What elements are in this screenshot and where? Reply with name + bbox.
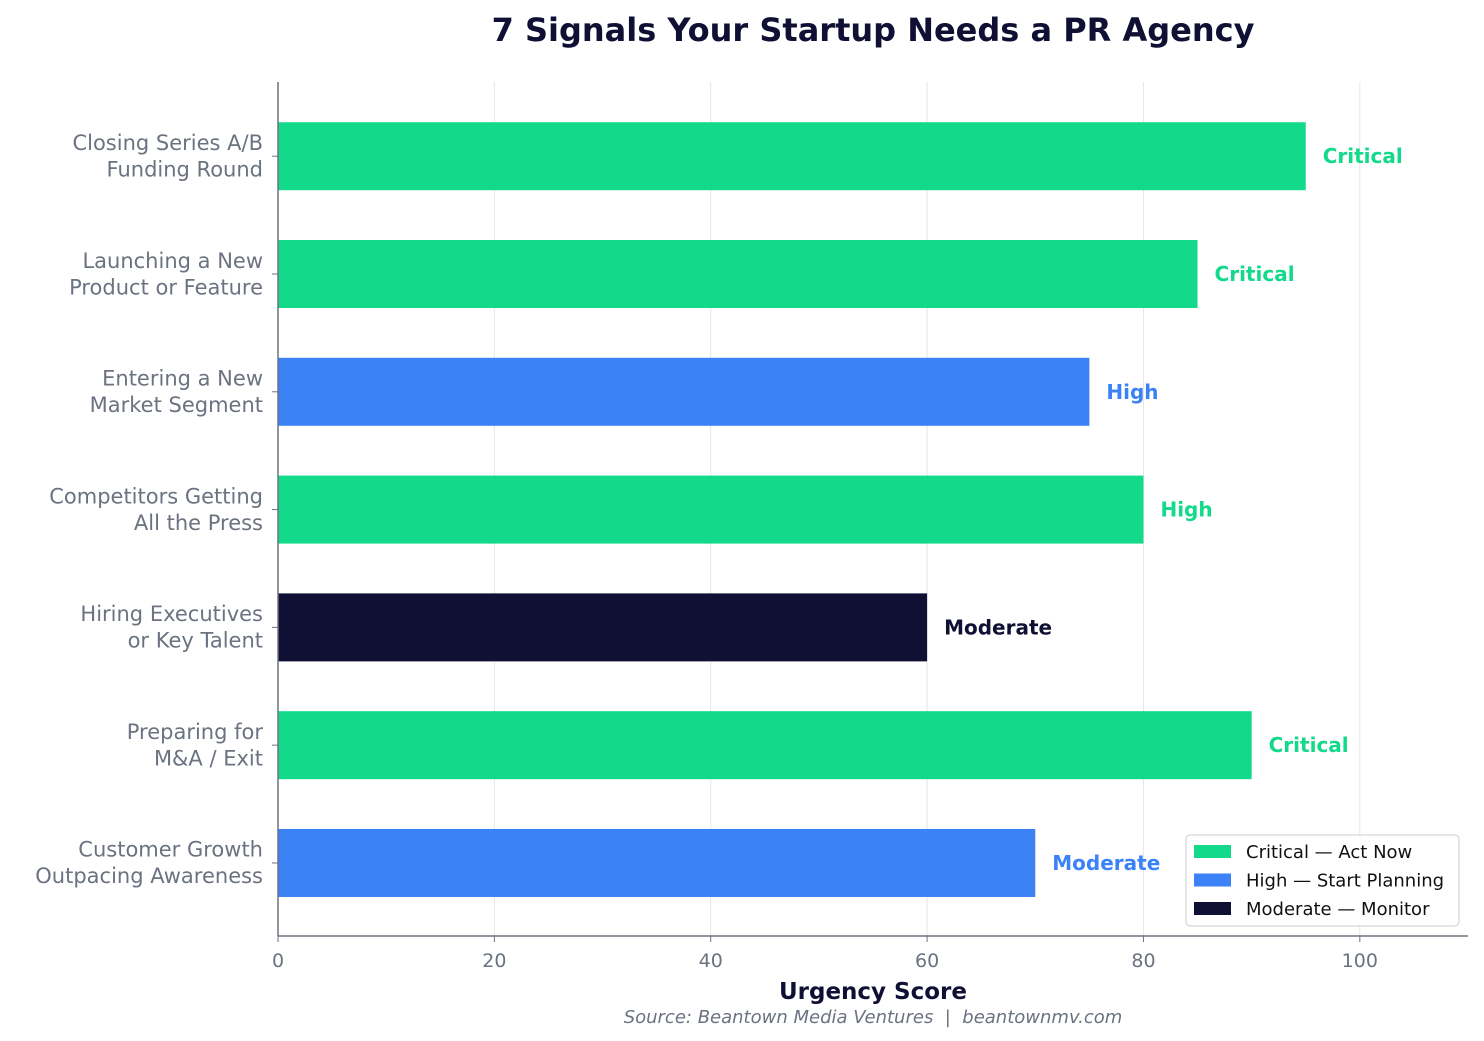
category-label: Customer Growth	[78, 838, 263, 862]
bar	[278, 593, 928, 662]
category-label: Outpacing Awareness	[35, 864, 263, 888]
legend-swatch	[1194, 845, 1231, 858]
category-label: Hiring Executives	[80, 602, 263, 626]
bar	[278, 828, 1036, 897]
bar	[278, 122, 1306, 191]
x-tick-label: 20	[482, 950, 506, 972]
category-label: All the Press	[134, 511, 263, 535]
x-tick-label: 0	[272, 950, 284, 972]
x-tick-label: 100	[1342, 950, 1378, 972]
bar-value-label: Critical	[1215, 262, 1295, 286]
category-label: Product or Feature	[69, 275, 263, 299]
source-note: Source: Beantown Media Ventures | beanto…	[624, 1007, 1123, 1028]
category-label: Launching a New	[82, 249, 263, 273]
legend-box	[1185, 834, 1460, 927]
x-tick-label: 60	[915, 950, 939, 972]
x-tick-label: 40	[699, 950, 723, 972]
legend-swatch	[1194, 873, 1231, 887]
legend-entry-label: Moderate — Monitor	[1246, 899, 1430, 920]
category-label: Competitors Getting	[49, 484, 263, 508]
bar-value-label: High	[1106, 380, 1158, 404]
x-axis-label: Urgency Score	[779, 979, 967, 1005]
legend-entry-label: High — Start Planning	[1246, 871, 1444, 892]
legend: Critical — Act Now High — Start Planning M…	[1185, 834, 1460, 927]
bar-value-label: High	[1160, 498, 1212, 522]
bar	[278, 475, 1144, 544]
category-label: Entering a New	[102, 367, 263, 391]
category-label: Market Segment	[90, 393, 263, 417]
chart-title: 7 Signals Your Startup Needs a PR Agency	[492, 11, 1255, 49]
category-label: Closing Series A/B	[72, 131, 263, 155]
category-label: or Key Talent	[128, 629, 263, 653]
axes	[272, 82, 1468, 942]
bar	[278, 357, 1090, 426]
bar	[278, 711, 1252, 780]
legend-entry-label: Critical — Act Now	[1246, 842, 1412, 863]
legend-swatch	[1194, 902, 1231, 915]
category-label: Funding Round	[107, 157, 263, 181]
bar	[278, 240, 1198, 309]
bar-value-label: Critical	[1323, 144, 1403, 168]
category-label: M&A / Exit	[154, 746, 263, 770]
category-label: Preparing for	[127, 720, 264, 744]
x-tick-label: 80	[1131, 950, 1155, 972]
bars: Critical Critical High High Moderate Critical…	[278, 122, 1403, 897]
x-tick-labels: 0 20 40 60 80 100	[272, 950, 1378, 972]
bar-value-label: Moderate	[944, 615, 1052, 639]
bar-value-label: Critical	[1269, 733, 1349, 757]
bar-value-label: Moderate	[1052, 851, 1160, 875]
